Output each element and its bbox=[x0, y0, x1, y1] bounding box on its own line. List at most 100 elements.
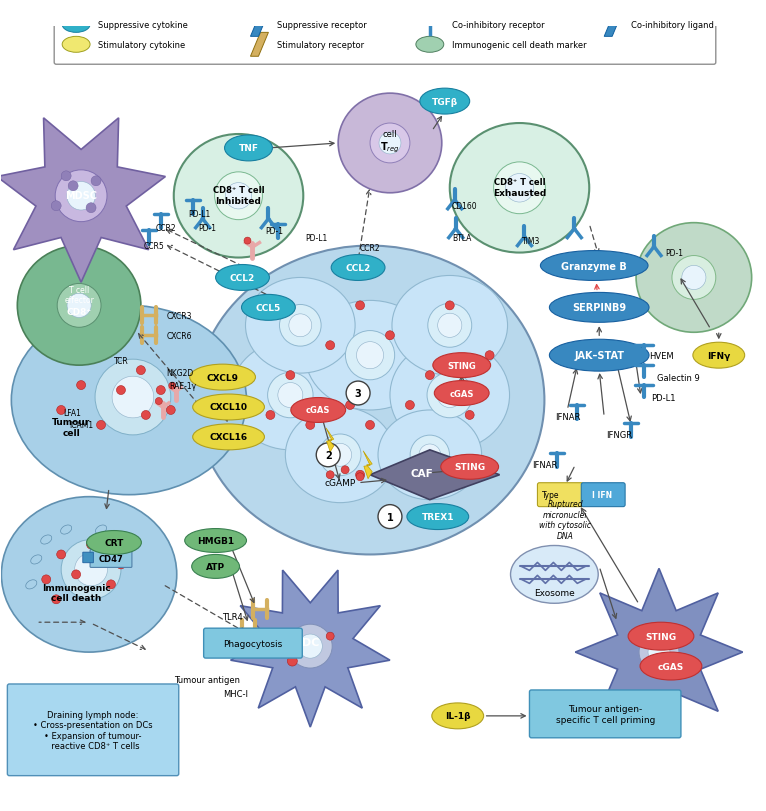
Text: ATP: ATP bbox=[206, 562, 225, 571]
Ellipse shape bbox=[185, 529, 247, 553]
Text: JAK–STAT: JAK–STAT bbox=[574, 350, 624, 361]
Ellipse shape bbox=[432, 703, 483, 729]
Text: NKG2D: NKG2D bbox=[165, 368, 193, 377]
Circle shape bbox=[67, 294, 91, 318]
Circle shape bbox=[287, 656, 297, 666]
Circle shape bbox=[370, 124, 410, 164]
Text: ICAM1: ICAM1 bbox=[69, 421, 93, 430]
Circle shape bbox=[57, 284, 101, 328]
Text: CD160: CD160 bbox=[452, 202, 477, 211]
Circle shape bbox=[365, 421, 375, 430]
Text: CD8⁺ T cell: CD8⁺ T cell bbox=[213, 186, 264, 195]
Text: RAE-1γ: RAE-1γ bbox=[169, 381, 196, 390]
Ellipse shape bbox=[224, 135, 273, 161]
Text: Co-inhibitory ligand: Co-inhibitory ligand bbox=[631, 21, 714, 30]
Ellipse shape bbox=[440, 455, 499, 479]
Ellipse shape bbox=[193, 395, 264, 420]
FancyBboxPatch shape bbox=[538, 483, 583, 507]
Ellipse shape bbox=[31, 556, 42, 564]
Ellipse shape bbox=[450, 124, 589, 253]
Ellipse shape bbox=[26, 580, 37, 589]
Text: TNF: TNF bbox=[238, 144, 258, 153]
Circle shape bbox=[648, 642, 670, 663]
Circle shape bbox=[166, 406, 175, 415]
Text: Tumour antigen: Tumour antigen bbox=[175, 676, 241, 684]
Text: CD8⁺ T cell: CD8⁺ T cell bbox=[494, 178, 545, 187]
Polygon shape bbox=[575, 569, 743, 736]
Ellipse shape bbox=[193, 424, 264, 450]
Text: LFA1: LFA1 bbox=[63, 409, 81, 418]
Text: IFNGR: IFNGR bbox=[606, 431, 632, 440]
Text: Phagocytosis: Phagocytosis bbox=[224, 639, 283, 648]
Circle shape bbox=[410, 436, 450, 475]
Text: Granzyme B: Granzyme B bbox=[561, 261, 627, 271]
Ellipse shape bbox=[11, 306, 247, 495]
Text: CCR2: CCR2 bbox=[155, 224, 176, 233]
Text: Suppressive receptor: Suppressive receptor bbox=[277, 21, 367, 30]
Text: T$_{reg}$: T$_{reg}$ bbox=[380, 140, 400, 155]
Text: IFNAR: IFNAR bbox=[555, 413, 580, 422]
Circle shape bbox=[425, 371, 434, 380]
Circle shape bbox=[289, 315, 312, 337]
Circle shape bbox=[95, 360, 171, 436]
Text: TLR4: TLR4 bbox=[222, 612, 243, 621]
Circle shape bbox=[485, 351, 494, 360]
Text: PD-L1: PD-L1 bbox=[651, 393, 676, 402]
Ellipse shape bbox=[636, 223, 751, 333]
Ellipse shape bbox=[541, 251, 648, 281]
Text: TGFβ: TGFβ bbox=[432, 97, 458, 106]
Text: HMGB1: HMGB1 bbox=[197, 536, 234, 545]
Text: CXCL10: CXCL10 bbox=[210, 403, 247, 412]
Circle shape bbox=[306, 421, 315, 430]
Ellipse shape bbox=[420, 89, 470, 115]
Circle shape bbox=[169, 383, 175, 389]
Circle shape bbox=[86, 204, 96, 213]
Text: I IFN: I IFN bbox=[592, 491, 612, 500]
Ellipse shape bbox=[693, 343, 745, 369]
Text: Immunogenic cell death marker: Immunogenic cell death marker bbox=[452, 41, 587, 49]
Text: CD47: CD47 bbox=[99, 554, 123, 564]
Text: PD-1: PD-1 bbox=[198, 224, 217, 233]
Circle shape bbox=[356, 473, 364, 481]
Circle shape bbox=[672, 256, 715, 300]
Text: Co-inhibitory receptor: Co-inhibitory receptor bbox=[452, 21, 545, 30]
Text: CXCR6: CXCR6 bbox=[167, 332, 192, 341]
Circle shape bbox=[425, 481, 434, 490]
Circle shape bbox=[437, 314, 462, 338]
Text: CRT: CRT bbox=[104, 539, 123, 547]
Text: CAF: CAF bbox=[411, 468, 434, 478]
Ellipse shape bbox=[628, 622, 694, 650]
Text: CCL5: CCL5 bbox=[256, 303, 281, 312]
Text: MHC-I: MHC-I bbox=[224, 689, 248, 698]
Ellipse shape bbox=[62, 17, 90, 33]
Ellipse shape bbox=[291, 398, 345, 423]
Ellipse shape bbox=[41, 535, 52, 544]
Polygon shape bbox=[363, 451, 372, 479]
Ellipse shape bbox=[416, 37, 444, 54]
Text: PD-L1: PD-L1 bbox=[306, 234, 328, 242]
Circle shape bbox=[266, 411, 275, 420]
Ellipse shape bbox=[433, 354, 490, 378]
FancyBboxPatch shape bbox=[204, 629, 303, 659]
Circle shape bbox=[326, 341, 335, 350]
Circle shape bbox=[639, 633, 679, 672]
Circle shape bbox=[55, 170, 107, 222]
Polygon shape bbox=[604, 14, 622, 37]
Text: Exosome: Exosome bbox=[534, 588, 574, 597]
Circle shape bbox=[112, 545, 120, 554]
FancyBboxPatch shape bbox=[83, 552, 93, 563]
Circle shape bbox=[74, 553, 107, 586]
Text: PD-1: PD-1 bbox=[665, 249, 683, 258]
Circle shape bbox=[356, 342, 384, 369]
Circle shape bbox=[57, 406, 66, 415]
Ellipse shape bbox=[306, 301, 435, 410]
Text: Tumour antigen-
specific T cell priming: Tumour antigen- specific T cell priming bbox=[555, 704, 655, 723]
Circle shape bbox=[493, 163, 545, 214]
Ellipse shape bbox=[195, 247, 545, 555]
Circle shape bbox=[116, 560, 126, 569]
Circle shape bbox=[682, 266, 706, 290]
Circle shape bbox=[155, 398, 162, 405]
Text: Ruptured
micronuclei
with cytosolic
DNA: Ruptured micronuclei with cytosolic DNA bbox=[539, 500, 591, 540]
Text: CCL2: CCL2 bbox=[345, 264, 371, 272]
Text: Galectin 9: Galectin 9 bbox=[657, 373, 700, 382]
